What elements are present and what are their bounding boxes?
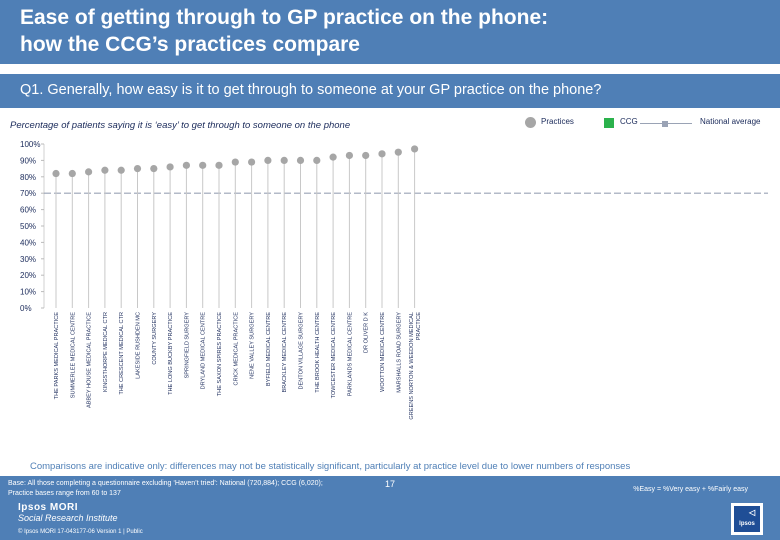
- practice-marker: [313, 156, 321, 164]
- x-tick-label: BYFIELD MEDICAL CENTRE: [266, 312, 272, 386]
- y-tick-label: 90%: [20, 156, 36, 165]
- x-tick-label: TOWCESTER MEDICAL CENTRE: [331, 312, 337, 399]
- copyright: © Ipsos MORI 17-043177-06 Version 1 | Pu…: [18, 529, 143, 535]
- practice-marker: [248, 158, 256, 166]
- practice-marker: [378, 150, 386, 158]
- legend-ccg-marker: [604, 118, 614, 128]
- x-tick-label: LAKESIDE RUSHDEN MC: [136, 312, 142, 379]
- logo-line-1: Ipsos MORI: [18, 502, 79, 513]
- comparison-note: Comparisons are indicative only: differe…: [30, 461, 631, 472]
- legend-ccg-label: CCG: [620, 117, 638, 126]
- badge-text: Ipsos: [739, 521, 755, 527]
- x-tick-label: GREENS NORTON & WEEDON MEDICAL: [409, 312, 415, 420]
- y-tick-label: 80%: [20, 173, 36, 182]
- x-tick-label: SUMMERLEE MEDICAL CENTRE: [70, 312, 76, 398]
- practice-marker: [296, 156, 305, 164]
- x-tick-label: NENE VALLEY SURGERY: [250, 312, 256, 379]
- practice-marker: [280, 156, 288, 164]
- practice-marker: [133, 165, 142, 173]
- ipsos-logo: Ipsos MORI Social Research Institute: [18, 502, 118, 524]
- x-tick-label: THE BROOK HEALTH CENTRE: [315, 312, 321, 393]
- x-tick-label: COUNTY SURGERY: [152, 312, 158, 365]
- title-line-1: Ease of getting through to GP practice o…: [20, 6, 549, 29]
- x-tick-label: DENTON VILLAGE SURGERY: [299, 312, 305, 390]
- x-tick-label: MARSHALLS ROAD SURGERY: [396, 312, 402, 393]
- practice-marker: [329, 153, 337, 161]
- x-tick-label: PRACTICE: [416, 312, 422, 341]
- base-note: Base: All those completing a questionnai…: [8, 479, 323, 499]
- practice-marker: [166, 163, 174, 171]
- practice-marker: [411, 145, 419, 153]
- y-tick-label: 10%: [20, 288, 36, 297]
- practice-marker: [101, 166, 109, 174]
- legend-national-marker: [640, 121, 692, 127]
- y-tick-label: 50%: [20, 222, 36, 231]
- legend-practices-marker: [525, 117, 536, 128]
- y-tick-label: 0%: [20, 304, 32, 313]
- x-tick-label: PARKLANDS MEDICAL CENTRE: [347, 312, 353, 397]
- y-tick-label: 60%: [20, 206, 36, 215]
- practice-marker: [231, 158, 239, 166]
- title-bar: Ease of getting through to GP practice o…: [0, 0, 780, 64]
- x-tick-label: WOOTTON MEDICAL CENTRE: [380, 312, 386, 392]
- footer: Base: All those completing a questionnai…: [0, 476, 780, 540]
- x-tick-label: DR OLIVER D K: [364, 312, 370, 353]
- y-tick-label: 100%: [20, 140, 40, 149]
- x-axis-labels: THE PARKS MEDICAL PRACTICE SUMMERLEE MEDI…: [54, 312, 422, 420]
- practice-marker: [117, 166, 125, 174]
- base-line-2: Practice bases range from 60 to 137: [8, 490, 121, 497]
- chart-subtitle: Percentage of patients saying it is ‘eas…: [10, 120, 351, 131]
- x-tick-label: THE CRESCENT MEDICAL CTR: [119, 312, 125, 395]
- y-tick-label: 30%: [20, 255, 36, 264]
- question-text: Q1. Generally, how easy is it to get thr…: [20, 82, 602, 98]
- base-line-1: Base: All those completing a questionnai…: [8, 480, 323, 487]
- practice-marker: [345, 151, 353, 160]
- practice-marker: [85, 168, 93, 176]
- y-tick-label: 40%: [20, 238, 36, 247]
- practice-markers: [52, 145, 419, 308]
- practice-marker: [362, 151, 370, 160]
- practice-marker: [215, 161, 223, 169]
- practice-marker: [150, 165, 158, 173]
- title-line-2: how the CCG’s practices compare: [20, 33, 360, 56]
- practice-marker: [52, 169, 60, 178]
- practice-marker: [199, 161, 207, 169]
- x-tick-label: THE PARKS MEDICAL PRACTICE: [54, 312, 60, 400]
- practice-marker: [182, 161, 190, 169]
- legend-practices-label: Practices: [541, 117, 574, 126]
- practice-marker: [68, 169, 76, 178]
- x-tick-label: CRICK MEDICAL PRACTICE: [233, 312, 239, 386]
- practice-marker: [264, 156, 272, 164]
- page-title: Ease of getting through to GP practice o…: [20, 4, 548, 58]
- practice-chart: 0% 10% 20% 30% 40% 50% 60% 70% 80% 90% 100% THE PA…: [20, 140, 768, 420]
- x-tick-label: BRACKLEY MEDICAL CENTRE: [282, 312, 288, 393]
- y-tick-label: 70%: [20, 189, 36, 198]
- y-tick-label: 20%: [20, 271, 36, 280]
- x-tick-label: SPRINGFIELD SURGERY: [184, 312, 190, 379]
- easy-definition: %Easy = %Very easy + %Fairly easy: [633, 486, 748, 493]
- ipsos-badge-icon: ◁ Ipsos: [731, 503, 763, 535]
- x-tick-label: ABBEY HOUSE MEDICAL PRACTICE: [87, 312, 93, 408]
- y-axis: 0% 10% 20% 30% 40% 50% 60% 70% 80% 90% 100%: [20, 140, 45, 313]
- practice-marker: [394, 148, 402, 156]
- x-tick-label: DRYLAND MEDICAL CENTRE: [201, 312, 207, 390]
- question-bar: Q1. Generally, how easy is it to get thr…: [0, 74, 780, 108]
- page-number: 17: [385, 479, 396, 489]
- legend-national-label: National average: [700, 117, 761, 126]
- x-tick-label: THE SAXON SPIRES PRACTICE: [217, 312, 223, 397]
- logo-line-2: Social Research Institute: [18, 513, 118, 523]
- x-tick-label: THE LONG BUCKBY PRACTICE: [168, 312, 174, 395]
- x-tick-label: KINGSTHORPE MEDICAL CTR: [103, 312, 109, 392]
